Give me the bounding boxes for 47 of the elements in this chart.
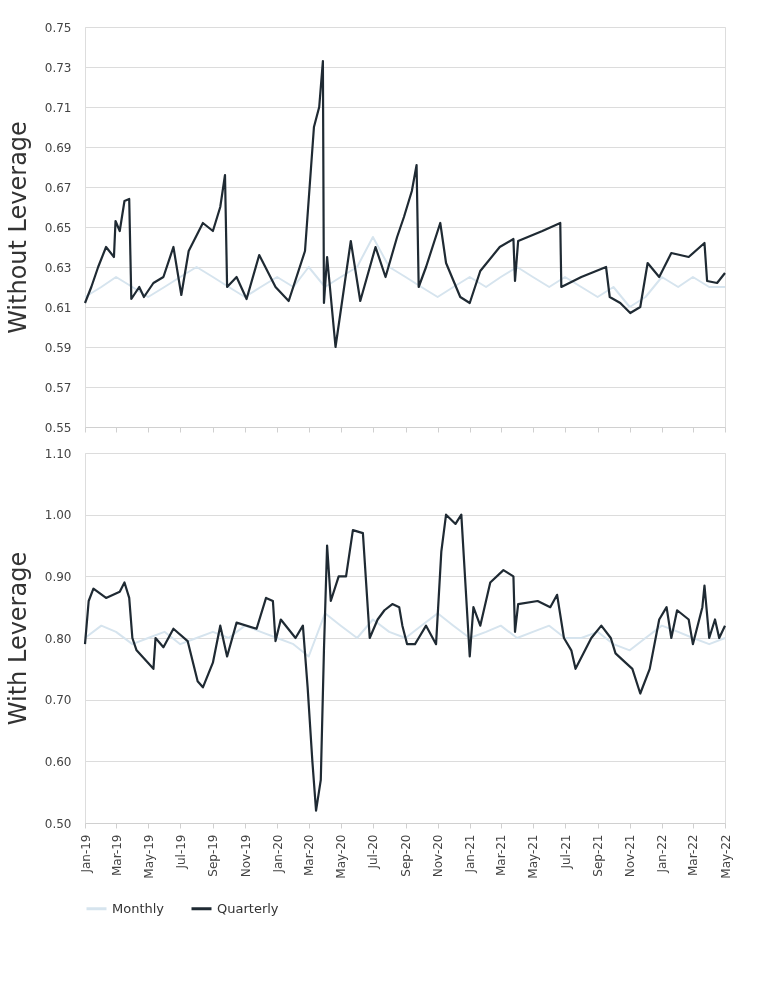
y-tick-label: 0.67 bbox=[44, 180, 72, 195]
y-tick-label: 0.75 bbox=[44, 20, 72, 35]
y-tick-label: 0.65 bbox=[44, 220, 72, 235]
x-tick-label: Mar-22 bbox=[686, 834, 701, 876]
x-tick-label: Sep-20 bbox=[399, 834, 414, 877]
x-tick-label: Mar-19 bbox=[109, 834, 124, 876]
legend-label: Monthly bbox=[112, 900, 165, 916]
line-series bbox=[84, 612, 726, 658]
y-tick-label: 0.61 bbox=[44, 300, 72, 315]
x-tick-label: Nov-19 bbox=[238, 834, 253, 878]
y-tick-label: 0.57 bbox=[44, 380, 72, 395]
y-tick-label: 0.60 bbox=[44, 754, 72, 769]
y-tick-label: 0.90 bbox=[44, 569, 72, 584]
y-tick-label: 0.55 bbox=[44, 420, 72, 435]
y-tick-label: 0.63 bbox=[44, 260, 72, 275]
legend-label: Quarterly bbox=[217, 900, 279, 916]
y-tick-label: 0.70 bbox=[44, 693, 72, 708]
x-tick-label: May-22 bbox=[718, 834, 733, 879]
y-tick-label: 0.80 bbox=[44, 631, 72, 646]
line-series bbox=[84, 236, 726, 308]
x-tick-label: Jul-19 bbox=[173, 834, 188, 870]
x-tick-label: Mar-20 bbox=[302, 834, 317, 876]
x-tick-label: Jul-20 bbox=[366, 834, 381, 870]
x-tick-label: Jan-20 bbox=[270, 834, 285, 874]
x-tick-label: May-19 bbox=[141, 834, 156, 879]
x-tick-label: Nov-21 bbox=[623, 834, 638, 878]
y-tick-label: 0.73 bbox=[44, 60, 72, 75]
y-tick-label: 0.59 bbox=[44, 340, 72, 355]
x-tick-label: Jan-22 bbox=[655, 834, 670, 874]
x-tick-label: Jan-19 bbox=[78, 834, 93, 874]
y-axis-title: With Leverage bbox=[3, 551, 32, 726]
y-tick-label: 0.50 bbox=[44, 816, 72, 831]
y-axis-title: Without Leverage bbox=[3, 121, 32, 334]
y-tick-label: 0.71 bbox=[44, 100, 72, 115]
x-tick-label: Jan-21 bbox=[463, 834, 478, 874]
x-tick-label: May-21 bbox=[526, 834, 541, 879]
y-tick-label: 0.69 bbox=[44, 140, 72, 155]
x-tick-label: May-20 bbox=[334, 834, 349, 879]
line-series bbox=[83, 513, 727, 812]
x-tick-label: Sep-19 bbox=[206, 834, 221, 877]
y-tick-label: 1.00 bbox=[44, 508, 72, 523]
x-tick-label: Mar-21 bbox=[494, 834, 509, 876]
x-tick-label: Jul-21 bbox=[558, 834, 573, 870]
y-tick-label: 1.10 bbox=[44, 446, 72, 461]
x-tick-label: Sep-21 bbox=[591, 834, 606, 877]
line-series bbox=[83, 59, 727, 349]
x-tick-label: Nov-20 bbox=[431, 834, 446, 878]
